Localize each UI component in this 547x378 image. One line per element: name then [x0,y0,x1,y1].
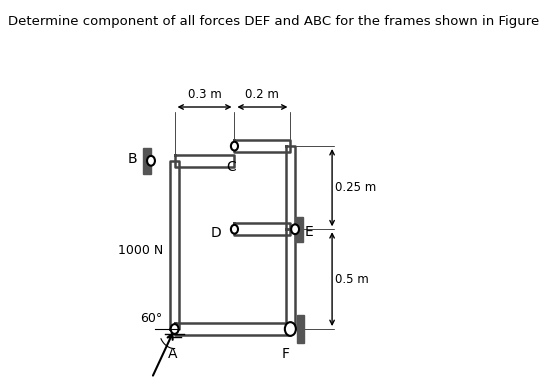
Text: 1000 N: 1000 N [118,244,163,257]
Bar [143,148,151,174]
Text: 0.2 m: 0.2 m [245,88,279,101]
Polygon shape [174,155,235,167]
Circle shape [231,225,238,234]
Polygon shape [286,146,295,229]
Text: 0.5 m: 0.5 m [335,273,369,286]
Text: B: B [127,152,137,166]
Circle shape [147,156,155,166]
Circle shape [291,225,299,234]
Polygon shape [286,229,295,329]
Text: F: F [282,347,289,361]
Text: 60°: 60° [140,312,162,325]
Polygon shape [174,323,290,335]
Text: 0.3 m: 0.3 m [188,88,222,101]
Polygon shape [235,223,290,235]
Text: Determine component of all forces DEF and ABC for the frames shown in Figure: Determine component of all forces DEF an… [8,15,539,28]
Text: D: D [211,226,222,240]
Text: E: E [305,225,313,239]
Polygon shape [170,161,179,329]
Circle shape [285,322,296,336]
Text: 0.25 m: 0.25 m [335,181,376,194]
Circle shape [231,142,238,150]
Text: A: A [168,347,178,361]
Text: C: C [226,160,236,174]
Bar [296,315,304,343]
Bar [295,217,303,242]
Polygon shape [235,140,290,152]
Circle shape [171,324,178,334]
